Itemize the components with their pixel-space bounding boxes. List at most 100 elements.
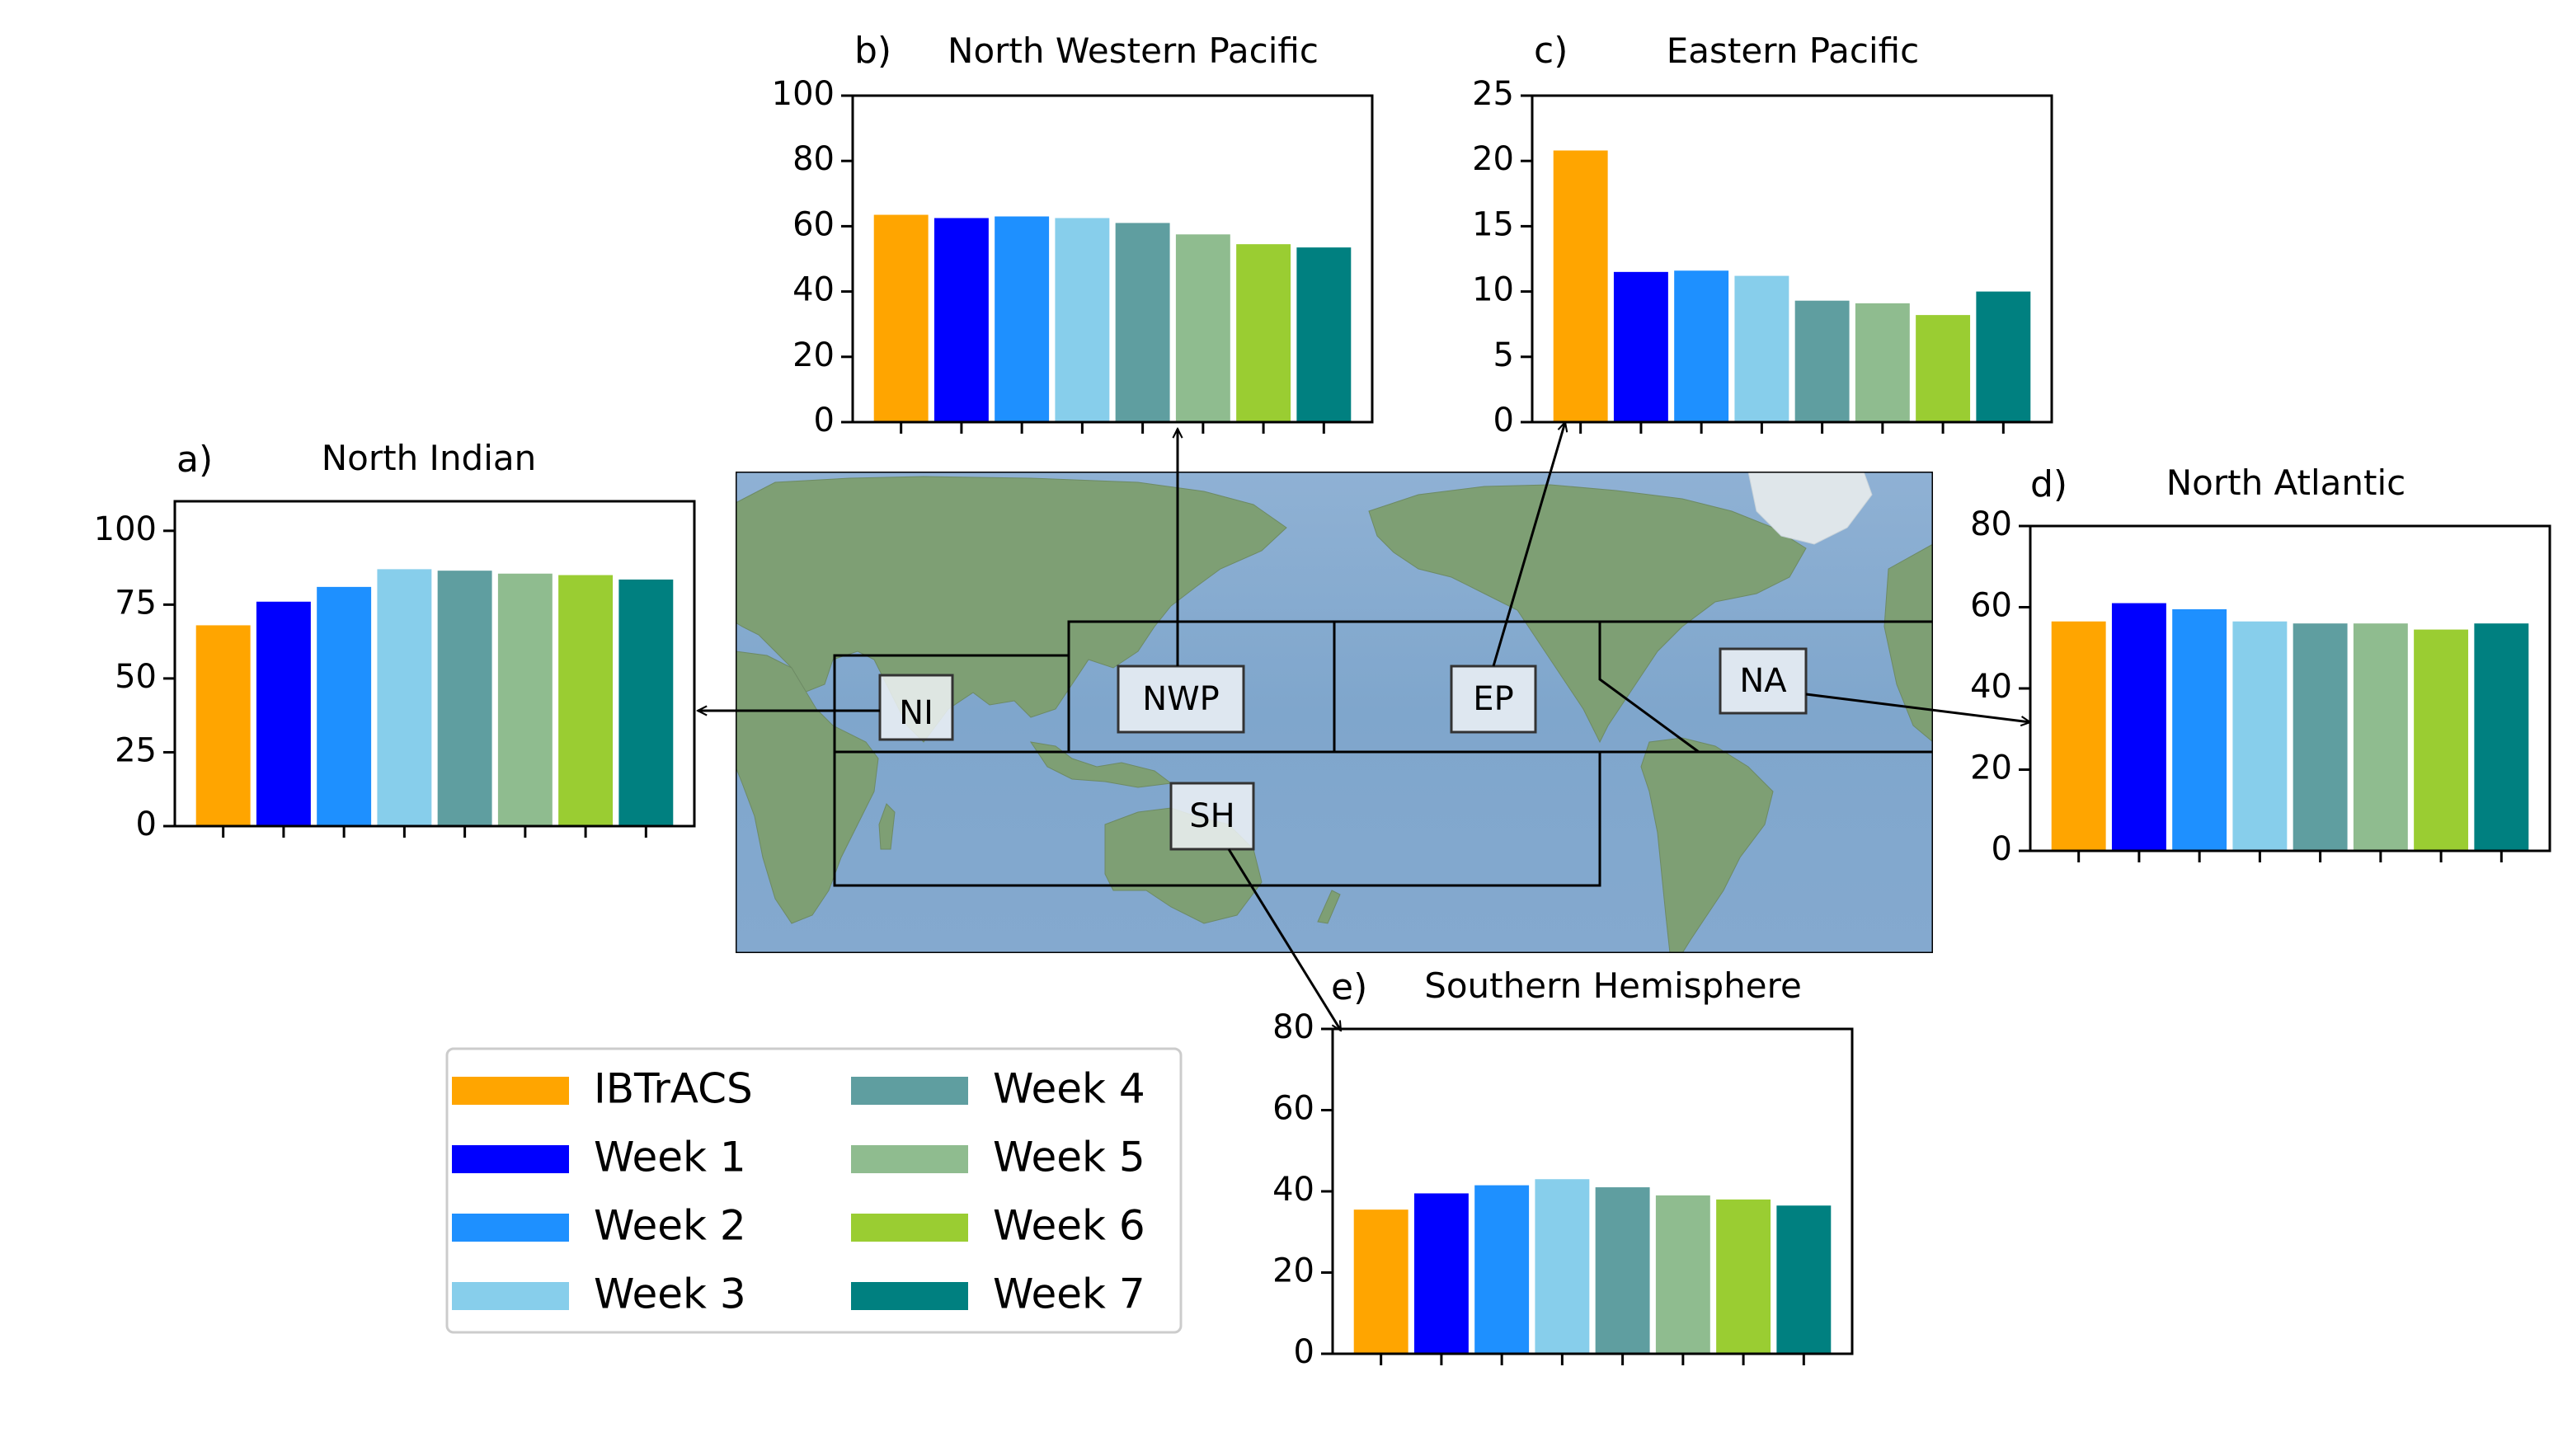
panel-e-plot: 0 20 40 60 80: [1272, 1008, 1854, 1371]
y-tick-label: 0: [814, 402, 835, 439]
svg-text:EP: EP: [1473, 680, 1513, 718]
region-label-na: NA: [1719, 647, 1808, 715]
bar-week-2: [317, 586, 372, 826]
panel-b-title: North Western Pacific: [948, 31, 1319, 71]
bar-week-2: [995, 216, 1050, 422]
y-tick-label: 100: [772, 75, 835, 113]
svg-text:NWP: NWP: [1142, 680, 1220, 718]
legend-swatch-week-4: [851, 1077, 968, 1105]
svg-text:SH: SH: [1189, 797, 1234, 835]
legend-swatch-week-6: [851, 1214, 968, 1242]
bar-week-4: [1794, 300, 1850, 422]
bar-week-2: [1674, 270, 1729, 422]
legend-label: Week 3: [594, 1270, 746, 1318]
bar-week-3: [2232, 621, 2288, 851]
legend-swatch-ibtracs: [452, 1077, 569, 1105]
panel-a-plot: 0 25 50 75 100: [94, 500, 696, 843]
legend-label: Week 5: [993, 1134, 1145, 1181]
bar-week-3: [377, 569, 432, 826]
region-label-ni: NI: [878, 674, 954, 741]
y-tick-label: 20: [1472, 140, 1514, 178]
axes-frame: [2029, 524, 2551, 852]
y-tick-label: 0: [1294, 1333, 1314, 1371]
y-tick-label: 20: [1970, 749, 2012, 787]
panel-c-title: Eastern Pacific: [1667, 31, 1919, 71]
landmass-maritime-continent: [1029, 741, 1173, 788]
panel-e-letter: e): [1331, 966, 1367, 1008]
panel-b: b) North Western Pacific 0 20 40 60 80 100: [772, 30, 1374, 439]
bar-week-4: [1115, 223, 1170, 422]
bar-ibtracs: [2051, 621, 2106, 851]
bar-week-6: [558, 575, 614, 826]
landmasses: [736, 472, 1933, 953]
bar-week-3: [1734, 275, 1789, 422]
legend-label: Week 4: [993, 1065, 1145, 1113]
bar-week-5: [1175, 234, 1230, 422]
ni-boundary: [833, 654, 1070, 752]
legend-label: Week 6: [993, 1202, 1145, 1250]
arrow-na: [1805, 693, 2030, 722]
panel-c: c) Eastern Pacific 0 5 10 15 20 25: [1472, 30, 2053, 439]
y-tick-label: 10: [1472, 271, 1514, 309]
bar-week-7: [1296, 247, 1352, 422]
bar-week-1: [1413, 1193, 1469, 1354]
y-tick-label: 75: [115, 584, 157, 622]
region-label-nwp: NWP: [1117, 665, 1245, 734]
bar-week-6: [1716, 1199, 1771, 1354]
bar-week-7: [2474, 623, 2529, 851]
bar-week-1: [256, 601, 311, 826]
legend-label: Week 2: [594, 1202, 746, 1250]
y-tick-label: 50: [115, 658, 157, 696]
bar-week-5: [1855, 303, 1910, 422]
y-tick-label: 0: [1992, 830, 2012, 868]
legend-swatch-week-7: [851, 1282, 968, 1310]
landmass-europe-edge: [1883, 543, 1933, 743]
sh-boundary: [833, 752, 1601, 887]
bar-week-1: [1613, 271, 1668, 422]
y-tick-label: 40: [1970, 668, 2012, 706]
bar-week-5: [1655, 1195, 1710, 1354]
bar-week-4: [2293, 623, 2348, 851]
legend-frame: [445, 1047, 1183, 1334]
bar-week-5: [2353, 623, 2408, 851]
axes-frame: [173, 500, 696, 828]
y-tick-label: 0: [136, 805, 157, 843]
legend-swatch-week-1: [452, 1145, 569, 1173]
y-tick-label: 80: [1272, 1008, 1314, 1046]
bar-week-6: [1916, 315, 1971, 422]
panel-b-letter: b): [854, 30, 891, 72]
panel-e-title: Southern Hemisphere: [1424, 965, 1802, 1006]
y-tick-label: 5: [1493, 336, 1514, 374]
landmass-new-zealand: [1317, 890, 1341, 924]
y-tick-label: 80: [792, 140, 835, 178]
landmass-eurasia: [736, 476, 1287, 743]
y-tick-label: 80: [1970, 505, 2012, 543]
legend-swatch-week-5: [851, 1145, 968, 1173]
legend-items: IBTrACS Week 1 Week 2 Week 3 Week 4 Week 5 Wee…: [452, 1065, 1145, 1318]
landmass-south-america: [1640, 737, 1774, 953]
bar-ibtracs: [195, 625, 251, 826]
y-tick-label: 20: [1272, 1252, 1314, 1290]
panel-d-title: North Atlantic: [2166, 463, 2406, 503]
bar-ibtracs: [1353, 1209, 1408, 1354]
bar-week-3: [1055, 218, 1110, 422]
y-tick-label: 60: [792, 205, 835, 243]
y-tick-label: 100: [94, 510, 157, 548]
y-tick-label: 25: [1472, 75, 1514, 113]
panel-c-plot: 0 5 10 15 20 25: [1472, 75, 2053, 439]
panel-a-letter: a): [176, 439, 213, 481]
bar-week-4: [1595, 1187, 1650, 1354]
bar-week-2: [2172, 608, 2227, 851]
y-tick-label: 0: [1493, 402, 1514, 439]
bar-week-4: [437, 571, 492, 826]
basin-boundaries: [833, 620, 1933, 887]
landmass-africa: [736, 651, 879, 924]
region-label-ep: EP: [1450, 665, 1537, 734]
panel-d: d) North Atlantic 0 20 40 60 80: [1970, 463, 2551, 868]
y-tick-label: 60: [1970, 587, 2012, 625]
arrow-ep: [1492, 422, 1565, 667]
panel-e: e) Southern Hemisphere 0 20 40 60 80: [1272, 965, 1854, 1371]
legend-label: IBTrACS: [594, 1065, 753, 1113]
panel-a: a) North Indian 0 25 50 75 100: [94, 438, 696, 843]
